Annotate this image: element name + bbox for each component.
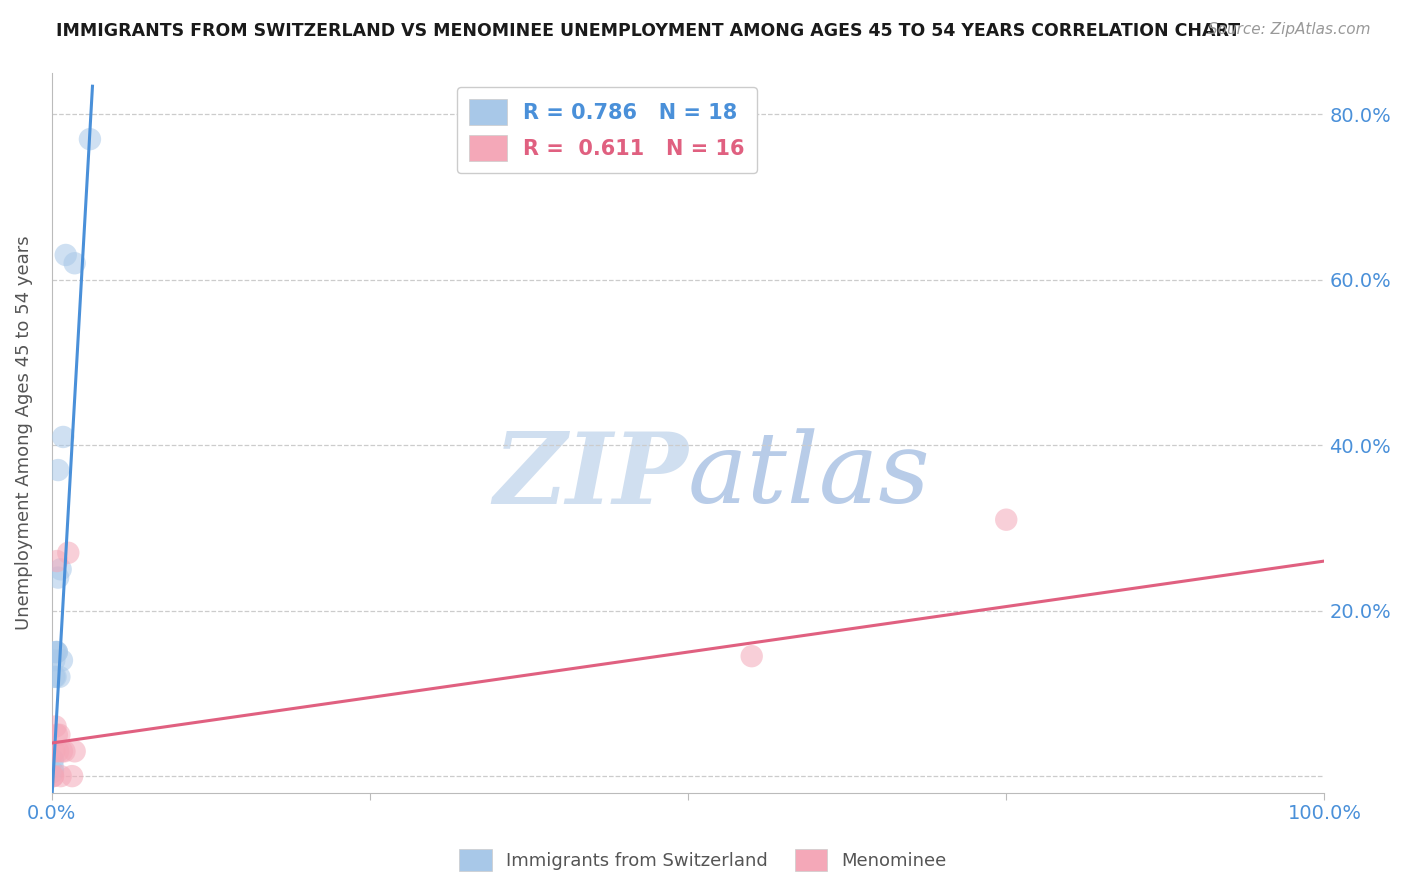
Point [63, 256, 86, 270]
Point [79, 132, 101, 146]
Point [48, 728, 70, 742]
Point [46, 744, 69, 758]
Point [44, 670, 66, 684]
Point [45, 719, 67, 733]
Point [46, 571, 69, 585]
Text: Source: ZipAtlas.com: Source: ZipAtlas.com [1208, 22, 1371, 37]
Text: ZIP: ZIP [494, 428, 688, 524]
Point [45, 645, 67, 659]
Point [42, 769, 65, 783]
Y-axis label: Unemployment Among Ages 45 to 54 years: Unemployment Among Ages 45 to 54 years [15, 235, 32, 630]
Point [49, 769, 72, 783]
Point [52, 430, 75, 444]
Point [58, 546, 80, 560]
Point [63, 744, 86, 758]
Point [45, 554, 67, 568]
Point [51, 744, 73, 758]
Point [55, 248, 77, 262]
Point [51, 653, 73, 667]
Point [741, 649, 763, 664]
Point [45, 728, 67, 742]
Point [42, 769, 65, 783]
Text: atlas: atlas [688, 428, 931, 524]
Point [42, 764, 65, 779]
Legend: R = 0.786   N = 18, R =  0.611   N = 16: R = 0.786 N = 18, R = 0.611 N = 16 [457, 87, 758, 173]
Point [44, 744, 66, 758]
Point [48, 670, 70, 684]
Point [44, 653, 66, 667]
Point [45, 645, 67, 659]
Point [45, 645, 67, 659]
Point [995, 513, 1018, 527]
Text: IMMIGRANTS FROM SWITZERLAND VS MENOMINEE UNEMPLOYMENT AMONG AGES 45 TO 54 YEARS : IMMIGRANTS FROM SWITZERLAND VS MENOMINEE… [56, 22, 1240, 40]
Point [60, 769, 83, 783]
Point [46, 463, 69, 477]
Point [53, 744, 76, 758]
Point [42, 761, 65, 775]
Point [42, 753, 65, 767]
Legend: Immigrants from Switzerland, Menominee: Immigrants from Switzerland, Menominee [451, 842, 955, 879]
Point [45, 670, 67, 684]
Point [49, 562, 72, 576]
